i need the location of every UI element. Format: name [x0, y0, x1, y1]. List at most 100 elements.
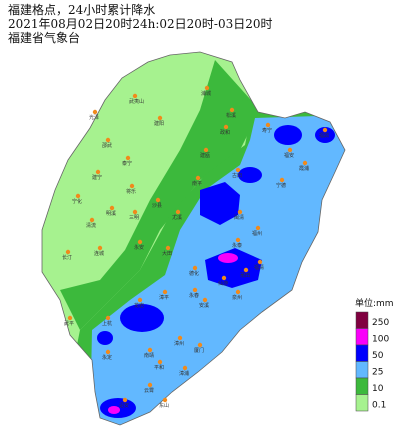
city-label: 三明 — [129, 215, 139, 221]
city-label: 泰宁 — [122, 160, 132, 167]
legend-label: 10 — [372, 384, 384, 394]
city-label: 明溪 — [106, 210, 116, 217]
city-dot — [223, 124, 229, 130]
city-label: 松溪 — [226, 112, 236, 119]
city-dot — [192, 265, 198, 271]
city-label: 浦城 — [201, 90, 211, 97]
city-dot — [137, 239, 143, 245]
city-label: 福清 — [254, 264, 264, 271]
title: 福建格点，24小时累计降水 — [8, 2, 155, 17]
city-label: 沙县 — [152, 203, 162, 209]
city-label: 安溪 — [199, 302, 209, 309]
city-label: 古田 — [232, 172, 242, 179]
city-dot — [235, 289, 241, 295]
city-dot — [67, 315, 73, 321]
city-label: 政和 — [220, 129, 230, 136]
city-label: 仙游 — [218, 280, 228, 287]
city-label: 永春 — [189, 292, 199, 299]
city-label: 尤溪 — [172, 214, 182, 221]
city-label: 将乐 — [126, 188, 136, 195]
city-dot — [157, 359, 163, 365]
city-dot — [162, 397, 168, 403]
city-dot — [243, 267, 249, 273]
city-dot — [192, 287, 198, 293]
city-label: 南平 — [192, 180, 202, 187]
city-dot — [155, 197, 161, 203]
city-dot — [322, 127, 328, 133]
city-dot — [237, 209, 243, 215]
city-label: 福州 — [252, 230, 262, 237]
city-dot — [105, 137, 111, 143]
city-dot — [129, 183, 135, 189]
city-label: 平和 — [154, 364, 164, 371]
city-dot — [97, 245, 103, 251]
city-dot — [229, 107, 235, 113]
legend-swatch — [355, 377, 369, 395]
legend-swatch — [355, 328, 369, 346]
city-label: 清流 — [86, 222, 96, 229]
city-label: 建瓯 — [200, 152, 210, 159]
city-dot — [147, 347, 153, 353]
city-dot — [147, 382, 153, 388]
city-label: 云霄 — [144, 387, 154, 394]
city-label: 漳平 — [159, 294, 169, 301]
city-label: 厦门 — [194, 347, 204, 354]
city-dot — [162, 289, 168, 295]
city-dot — [265, 122, 271, 128]
city-dot — [195, 175, 201, 181]
city-dot — [157, 115, 163, 121]
legend-label: 0.1 — [372, 401, 386, 411]
city-label: 永安 — [134, 244, 144, 251]
city-dot — [165, 245, 171, 251]
city-dot — [125, 155, 131, 161]
city-label: 永定 — [102, 354, 112, 361]
city-dot — [92, 109, 98, 115]
city-dot — [95, 169, 101, 175]
city-dot — [204, 85, 210, 91]
city-dot — [197, 342, 203, 348]
city-dot — [75, 193, 81, 199]
city-dot — [182, 365, 188, 371]
city-label: 德化 — [189, 270, 199, 277]
city-dot — [65, 249, 71, 255]
city-label: 诏安 — [119, 402, 129, 409]
city-label: 宁化 — [72, 198, 82, 205]
city-label: 宁德 — [276, 182, 286, 189]
legend-label: 100 — [372, 335, 389, 345]
city-label: 建阳 — [154, 120, 164, 127]
city-label: 寿宁 — [262, 127, 272, 134]
city-dot — [255, 225, 261, 231]
city-label: 大田 — [162, 250, 172, 257]
city-label: 武夷山 — [129, 98, 144, 105]
legend: 单位:mm 250 100 50 25 10 0.1 — [355, 297, 394, 412]
city-label: 龙岩 — [134, 302, 144, 309]
city-label: 漳州 — [174, 340, 184, 347]
city-dot — [105, 315, 111, 321]
legend-swatch — [355, 344, 369, 362]
city-label: 长汀 — [62, 254, 72, 261]
legend-label: 250 — [372, 318, 389, 328]
city-dot — [235, 237, 241, 243]
subtitle: 2021年08月02日20时24h:02日20时-03日20时 — [8, 17, 273, 31]
city-label: 闽清 — [234, 214, 244, 221]
legend-label: 25 — [372, 368, 383, 378]
city-label: 建宁 — [92, 174, 102, 181]
city-label: 漳浦 — [179, 370, 189, 377]
city-label: 光泽 — [89, 114, 99, 121]
city-dot — [257, 259, 263, 265]
city-label: 霞浦 — [299, 165, 309, 172]
source: 福建省气象台 — [8, 30, 80, 45]
city-label: 上杭 — [102, 320, 112, 327]
city-dot — [132, 93, 138, 99]
city-label: 福鼎 — [319, 132, 329, 139]
city-label: 邵武 — [102, 142, 112, 149]
city-dot — [105, 349, 111, 355]
legend-unit: 单位:mm — [355, 297, 394, 309]
city-label: 连城 — [94, 250, 104, 257]
city-dot — [235, 167, 241, 173]
city-dot — [132, 209, 138, 215]
city-label: 南靖 — [144, 352, 154, 359]
city-label: 东山 — [159, 402, 169, 409]
